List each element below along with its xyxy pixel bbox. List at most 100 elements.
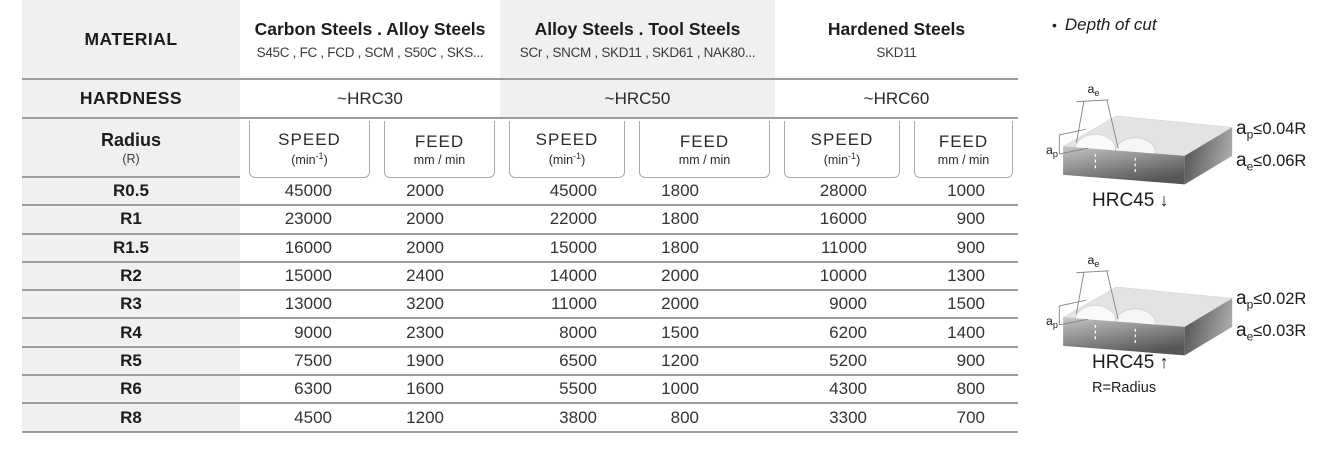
speed-unit-sup: -1 [848, 151, 857, 162]
ae-limit-value: ≤0.06R [1253, 152, 1307, 171]
speed-value: 5200 [829, 350, 867, 370]
ae-dimension-bar [1076, 99, 1109, 103]
material-group-hardened: Hardened Steels SKD11 [775, 0, 1018, 78]
radius-symbol: (R) [122, 151, 140, 166]
speed-value: 10000 [819, 266, 867, 286]
milled-block-diagram-1: ae ap [1046, 82, 1233, 185]
feed-unit: mm / min [937, 152, 990, 167]
feed-label: FEED [414, 131, 465, 151]
speed-unit-post: ) [323, 153, 328, 168]
hardness-label: HARDNESS [22, 80, 240, 117]
material-group-carbon-alloy: Carbon Steels . Alloy Steels S45C , FC ,… [240, 0, 500, 78]
group-title: Carbon Steels . Alloy Steels [254, 18, 486, 39]
speed-value: 16000 [284, 237, 332, 257]
feed-value: 1600 [406, 379, 444, 399]
feed-value: 800 [670, 407, 699, 427]
depth-of-cut-panel: • Depth of cut ae [1040, 0, 1338, 467]
hardness-row: HARDNESS ~HRC30 ~HRC50 ~HRC60 [22, 80, 1018, 119]
table-row: R8 4500 1200 3800 800 3300 700 [22, 404, 1018, 433]
feed-header-tab: FEED mm / min [914, 121, 1013, 178]
ap-label: ap [1046, 143, 1058, 159]
radius-value: R1 [22, 206, 240, 233]
feed-value: 1200 [661, 350, 699, 370]
speed-value: 7500 [294, 350, 332, 370]
feed-value: 1800 [661, 181, 699, 201]
group-subtitle: SKD11 [876, 44, 917, 60]
feed-label: FEED [679, 131, 730, 151]
ap-leader-line [1059, 128, 1086, 136]
table-row: R2 15000 2400 14000 2000 10000 1300 [22, 262, 1018, 292]
speed-header-tab: SPEED (min-1) [784, 121, 900, 178]
ae-leader-line [1106, 270, 1119, 320]
depth-of-cut-text: Depth of cut [1064, 15, 1157, 34]
feed-value: 1800 [661, 209, 699, 229]
speed-label: SPEED [810, 130, 874, 150]
block-right-face [1184, 298, 1233, 356]
feed-value: 2300 [406, 322, 444, 342]
depth-of-cut-heading: • Depth of cut [1052, 15, 1157, 35]
speed-value: 15000 [284, 266, 332, 286]
speed-unit-sup: -1 [573, 151, 582, 162]
feed-value: 1900 [406, 350, 444, 370]
figure-1-annotations: ap≤0.04R ae≤0.06R [1236, 118, 1306, 174]
feed-value: 2000 [661, 294, 699, 314]
ae-dimension-bar [1076, 270, 1109, 274]
feed-value: 2000 [406, 181, 444, 201]
ae-symbol: a [1236, 320, 1247, 342]
ae-limit-value: ≤0.03R [1253, 322, 1307, 341]
feed-value: 1500 [947, 294, 985, 314]
ap-symbol: a [1236, 288, 1247, 309]
figure-2-caption: HRC45 ↑ [1092, 352, 1169, 374]
figure-1-caption: HRC45 ↓ [1092, 190, 1169, 212]
milled-block-diagram-2: ae ap [1046, 253, 1233, 356]
feed-value: 1800 [661, 237, 699, 257]
speed-header-cell: SPEED (min-1) [240, 119, 375, 178]
radius-value: R8 [22, 404, 240, 431]
figure-2-annotations: ap≤0.02R ae≤0.03R [1236, 288, 1306, 344]
feed-label: FEED [938, 131, 989, 151]
speed-value: 6300 [294, 379, 332, 399]
hardness-value-hrc60: ~HRC60 [863, 88, 930, 108]
ae-leader-line [1075, 100, 1085, 143]
ae-leader-line [1075, 271, 1085, 314]
speed-unit: (min-1) [291, 151, 328, 167]
ap-limit: ap≤0.04R [1236, 118, 1306, 141]
feed-header-cell: FEED mm / min [630, 119, 775, 178]
feed-value: 800 [956, 379, 985, 399]
ae-limit: ae≤0.03R [1236, 320, 1306, 343]
speed-unit: (min-1) [824, 151, 861, 167]
speed-value: 4500 [294, 407, 332, 427]
table-row: R1.5 16000 2000 15000 1800 11000 900 [22, 234, 1018, 263]
ae-subscript: e [1246, 159, 1254, 174]
ap-leader-line [1059, 318, 1088, 326]
speed-unit-pre: (min [548, 153, 574, 168]
down-arrow-icon: ↓ [1159, 190, 1169, 210]
table-row: R4 9000 2300 8000 1500 6200 1400 [22, 319, 1018, 348]
speed-value: 13000 [284, 294, 332, 314]
ae-label: ae [1088, 253, 1100, 269]
speed-value: 9000 [829, 294, 867, 314]
ap-leader-line [1059, 147, 1088, 155]
speed-unit: (min-1) [549, 151, 586, 167]
ae-label: ae [1088, 82, 1100, 98]
ae-subscript: e [1246, 329, 1254, 344]
table-row: R1 23000 2000 22000 1800 16000 900 [22, 206, 1018, 235]
feed-value: 900 [956, 237, 985, 257]
table-row: R3 13000 3200 11000 2000 9000 1500 [22, 291, 1018, 320]
ap-subscript: p [1246, 127, 1254, 142]
ap-limit: ap≤0.02R [1236, 288, 1306, 311]
speed-unit-post: ) [581, 153, 586, 168]
table-row: R0.5 45000 2000 45000 1800 28000 1000 [22, 178, 1018, 207]
radius-title: Radius [100, 129, 161, 150]
table-row: R5 7500 1900 6500 1200 5200 900 [22, 347, 1018, 377]
radius-value: R2 [22, 262, 240, 290]
speed-header-cell: SPEED (min-1) [775, 119, 905, 178]
radius-value: R0.5 [22, 178, 240, 205]
feed-value: 900 [956, 350, 985, 370]
feed-unit: mm / min [413, 152, 466, 167]
speed-unit-pre: (min [823, 153, 849, 168]
ae-symbol: a [1236, 150, 1247, 172]
speed-value: 16000 [819, 209, 867, 229]
feed-value: 2400 [406, 266, 444, 286]
